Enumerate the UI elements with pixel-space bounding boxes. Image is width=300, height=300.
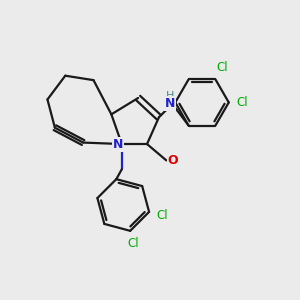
- Text: N: N: [165, 98, 175, 110]
- Text: Cl: Cl: [216, 61, 228, 74]
- Text: Cl: Cl: [156, 209, 168, 222]
- Text: O: O: [168, 154, 178, 167]
- Text: Cl: Cl: [128, 237, 140, 250]
- Text: N: N: [113, 138, 123, 151]
- Text: Cl: Cl: [236, 96, 248, 109]
- Text: H: H: [166, 91, 174, 100]
